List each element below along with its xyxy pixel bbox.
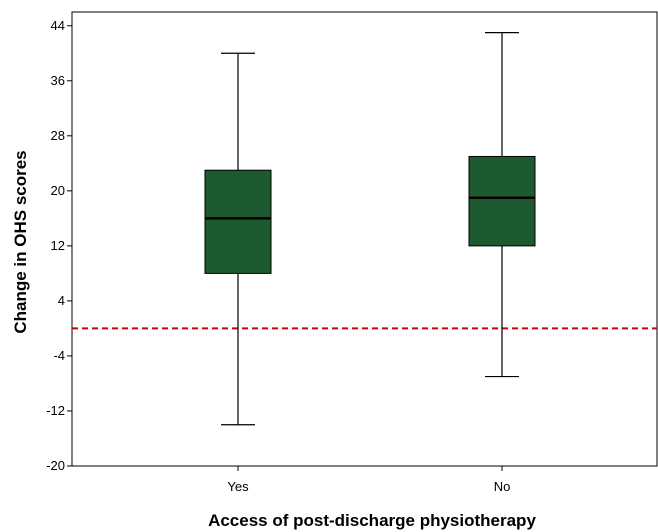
- y-tick-label: 12: [51, 238, 65, 253]
- y-tick-label: 28: [51, 128, 65, 143]
- y-tick-label: 44: [51, 18, 65, 33]
- plot-frame: [71, 11, 658, 467]
- x-tick-label: No: [494, 479, 511, 494]
- iqr-box: [204, 169, 272, 274]
- y-tick-label: 20: [51, 183, 65, 198]
- x-axis-title: Access of post-discharge physiotherapy: [208, 511, 536, 530]
- box-group-no: [468, 32, 536, 378]
- y-tick-label: 36: [51, 73, 65, 88]
- y-tick-label: -4: [53, 348, 65, 363]
- plot-axes: [71, 11, 658, 467]
- y-tick-label: -12: [46, 403, 65, 418]
- x-tick-label: Yes: [227, 479, 249, 494]
- y-tick-label: 4: [58, 293, 65, 308]
- box-group-yes: [204, 52, 272, 426]
- y-axis-title: Change in OHS scores: [11, 150, 30, 333]
- y-tick-label: -20: [46, 458, 65, 473]
- box-series: [204, 32, 536, 426]
- iqr-box: [468, 155, 536, 247]
- axis-ticks: -20 -12 -4 4 12 20 28 36 44 Yes No: [46, 18, 510, 494]
